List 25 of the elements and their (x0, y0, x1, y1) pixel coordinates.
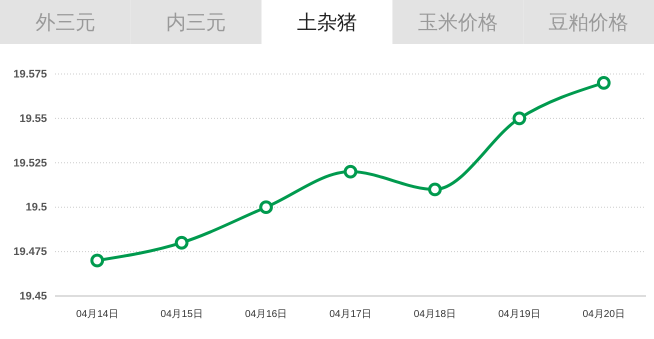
text: 外三元 (35, 10, 96, 34)
y-tick-label: 19.45 (19, 290, 47, 303)
y-tick-label: 19.575 (13, 68, 47, 81)
y-tick-label: 19.475 (13, 246, 47, 258)
text: 土杂猪 (297, 10, 357, 34)
text: 内三元 (166, 10, 226, 34)
point (428, 182, 442, 196)
point (512, 112, 526, 126)
point (174, 236, 188, 250)
y-tick-label: 19.55 (19, 112, 47, 125)
x-tick-label: 04月14日 (76, 309, 118, 320)
y-tick-label: 19.5 (26, 202, 47, 214)
text: 豆粕价格 (548, 10, 629, 34)
y-tick-label: 19.525 (13, 157, 47, 170)
x-tick-label: 04月18日 (414, 309, 456, 320)
point (596, 76, 611, 90)
text: 玉米价格 (418, 10, 498, 34)
x-tick-label: 04月15日 (160, 309, 203, 320)
x-tick-label: 04月20日 (582, 309, 625, 320)
x-tick-label: 04月19日 (498, 309, 540, 320)
point (259, 200, 273, 214)
point (344, 164, 358, 179)
x-tick-label: 04月17日 (329, 309, 372, 320)
point (90, 254, 104, 268)
x-tick-label: 04月16日 (244, 309, 288, 320)
